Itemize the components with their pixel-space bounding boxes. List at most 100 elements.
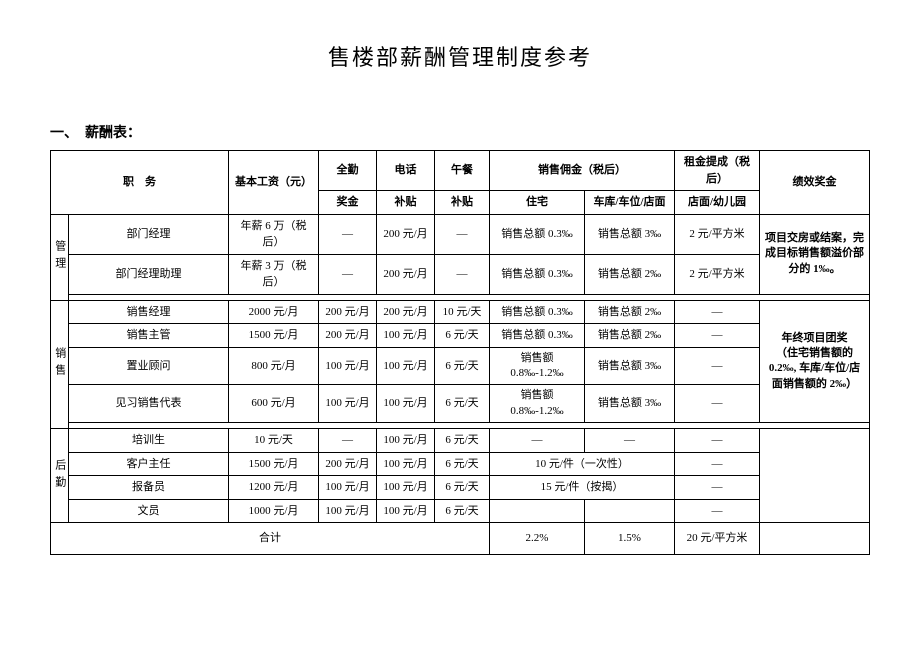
col-commission-park: 车库/车位/店面 [585,191,675,215]
group-back: 后勤 [51,429,69,523]
cell-phone: 100 元/月 [377,499,435,523]
cell-pos: 销售主管 [69,324,229,348]
cell-back-bonus [760,429,870,523]
cell-base: 800 元/月 [229,347,319,385]
cell-comm-res: 销售总额 0.3‰ [490,214,585,254]
cell-pos: 见习销售代表 [69,385,229,423]
cell-pos: 部门经理 [69,214,229,254]
cell-attend: 100 元/月 [319,476,377,500]
col-lunch-l1: 午餐 [435,151,490,191]
cell-total-comm-park: 1.5% [585,523,675,555]
cell-rent: — [675,324,760,348]
cell-rent: — [675,499,760,523]
cell-total-rent: 20 元/平方米 [675,523,760,555]
cell-rent: — [675,347,760,385]
col-position: 职 务 [51,151,229,215]
cell-comm-res: — [490,429,585,453]
cell-pos: 部门经理助理 [69,254,229,294]
col-attendance-l1: 全勤 [319,151,377,191]
cell-lunch: — [435,254,490,294]
cell-comm-park: — [585,429,675,453]
cell-lunch: 6 元/天 [435,499,490,523]
cell-lunch: 6 元/天 [435,385,490,423]
cell-lunch: 6 元/天 [435,429,490,453]
cell-lunch: 10 元/天 [435,300,490,324]
cell-base: 1500 元/月 [229,452,319,476]
col-rent-group: 租金提成（税后） [675,151,760,191]
cell-rent: 2 元/平方米 [675,214,760,254]
cell-lunch: — [435,214,490,254]
cell-base: 年薪 6 万（税后） [229,214,319,254]
cell-base: 10 元/天 [229,429,319,453]
cell-base: 1500 元/月 [229,324,319,348]
cell-comm-park: 销售总额 3‰ [585,347,675,385]
cell-rent: — [675,429,760,453]
cell-pos: 客户主任 [69,452,229,476]
section-header: 一、 薪酬表： [50,122,870,142]
row-dept-asst: 部门经理助理 年薪 3 万（税后） — 200 元/月 — 销售总额 0.3‰ … [51,254,870,294]
cell-attend: — [319,214,377,254]
col-phone-l1: 电话 [377,151,435,191]
cell-attend: — [319,254,377,294]
cell-attend: 200 元/月 [319,300,377,324]
cell-attend: 200 元/月 [319,324,377,348]
cell-base: 1000 元/月 [229,499,319,523]
cell-phone: 200 元/月 [377,254,435,294]
cell-lunch: 6 元/天 [435,347,490,385]
row-service-dir: 客户主任 1500 元/月 200 元/月 100 元/月 6 元/天 10 元… [51,452,870,476]
cell-base: 600 元/月 [229,385,319,423]
row-clerk: 文员 1000 元/月 100 元/月 100 元/月 6 元/天 — [51,499,870,523]
row-sales-sup: 销售主管 1500 元/月 200 元/月 100 元/月 6 元/天 销售总额… [51,324,870,348]
cell-rent: — [675,452,760,476]
cell-phone: 200 元/月 [377,300,435,324]
cell-pos: 报备员 [69,476,229,500]
cell-mgmt-bonus: 项目交房或结案，完成目标销售额溢价部分的 1‰。 [760,214,870,294]
row-intern-sales: 见习销售代表 600 元/月 100 元/月 100 元/月 6 元/天 销售额… [51,385,870,423]
cell-phone: 200 元/月 [377,214,435,254]
cell-rent: 2 元/平方米 [675,254,760,294]
cell-attend: 100 元/月 [319,499,377,523]
cell-attend: 200 元/月 [319,452,377,476]
cell-phone: 100 元/月 [377,429,435,453]
cell-comm-res [490,499,585,523]
cell-lunch: 6 元/天 [435,324,490,348]
cell-phone: 100 元/月 [377,324,435,348]
cell-base: 1200 元/月 [229,476,319,500]
cell-comm-res: 销售总额 0.3‰ [490,300,585,324]
col-attendance-l2: 奖金 [319,191,377,215]
row-consultant: 置业顾问 800 元/月 100 元/月 100 元/月 6 元/天 销售额 0… [51,347,870,385]
cell-comm-res: 销售总额 0.3‰ [490,254,585,294]
cell-phone: 100 元/月 [377,476,435,500]
cell-comm-park: 销售总额 3‰ [585,385,675,423]
cell-comm-park [585,499,675,523]
row-trainee: 后勤 培训生 10 元/天 — 100 元/月 6 元/天 — — — [51,429,870,453]
cell-phone: 100 元/月 [377,347,435,385]
cell-phone: 100 元/月 [377,452,435,476]
cell-lunch: 6 元/天 [435,452,490,476]
cell-base: 年薪 3 万（税后） [229,254,319,294]
cell-total-bonus [760,523,870,555]
table-header-row-1: 职 务 基本工资（元） 全勤 电话 午餐 销售佣金（税后） 租金提成（税后） 绩… [51,151,870,191]
col-base-salary: 基本工资（元） [229,151,319,215]
cell-rent: — [675,476,760,500]
cell-base: 2000 元/月 [229,300,319,324]
cell-pos: 置业顾问 [69,347,229,385]
col-phone-l2: 补贴 [377,191,435,215]
cell-rent: — [675,300,760,324]
cell-total-label: 合计 [51,523,490,555]
cell-sales-bonus: 年终项目团奖 （住宅销售额的 0.2‰, 车库/车位/店 面销售额的 2‰） [760,300,870,423]
cell-pos: 文员 [69,499,229,523]
row-sales-mgr: 销售 销售经理 2000 元/月 200 元/月 200 元/月 10 元/天 … [51,300,870,324]
row-dept-mgr: 管理 部门经理 年薪 6 万（税后） — 200 元/月 — 销售总额 0.3‰… [51,214,870,254]
col-commission-group: 销售佣金（税后） [490,151,675,191]
cell-comm-park: 销售总额 2‰ [585,254,675,294]
cell-pos: 培训生 [69,429,229,453]
cell-comm-park: 销售总额 2‰ [585,324,675,348]
cell-pos: 销售经理 [69,300,229,324]
salary-table: 职 务 基本工资（元） 全勤 电话 午餐 销售佣金（税后） 租金提成（税后） 绩… [50,150,870,555]
cell-comm-park: 销售总额 2‰ [585,300,675,324]
cell-attend: — [319,429,377,453]
group-sales: 销售 [51,300,69,429]
cell-attend: 100 元/月 [319,385,377,423]
cell-comm-merged: 10 元/件（一次性） [490,452,675,476]
